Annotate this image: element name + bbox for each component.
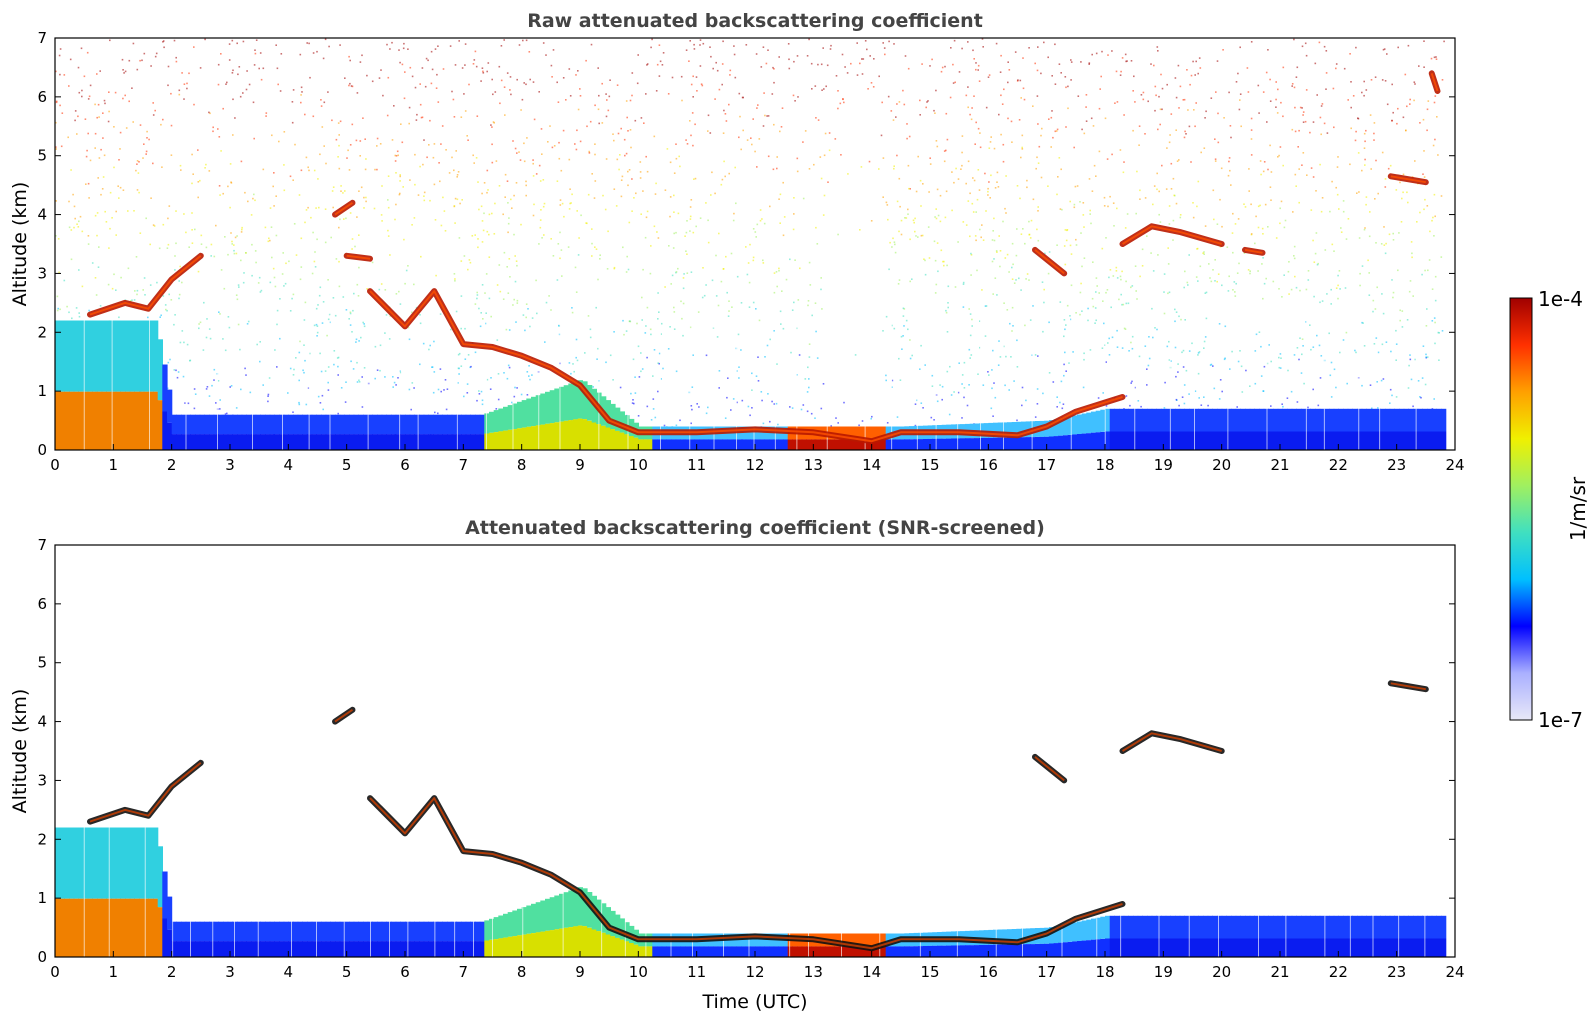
x-tick-label: 16: [979, 963, 998, 981]
x-tick-label: 15: [920, 456, 939, 474]
x-tick-label: 19: [1154, 456, 1173, 474]
panel-raw-title: Raw attenuated backscattering coefficien…: [527, 10, 983, 32]
panel-screened-plot-area: [55, 680, 1447, 957]
panel-raw-frame: [54, 37, 1456, 451]
x-tick-label: 20: [1212, 456, 1231, 474]
x-tick-label: 19: [1154, 963, 1173, 981]
x-tick-label: 11: [687, 963, 706, 981]
y-tick-label: 3: [37, 264, 47, 282]
x-tick-label: 23: [1387, 963, 1406, 981]
x-tick-label: 11: [687, 456, 706, 474]
boundary-layer: [55, 821, 1447, 957]
x-tick-label: 0: [50, 963, 60, 981]
x-tick-label: 7: [459, 963, 469, 981]
y-tick-label: 6: [37, 595, 47, 613]
boundary-layer: [55, 314, 1447, 450]
y-tick-label: 4: [37, 206, 47, 224]
x-tick-label: 17: [1037, 963, 1056, 981]
x-tick-label: 16: [979, 456, 998, 474]
x-tick-label: 24: [1445, 456, 1464, 474]
y-tick-label: 3: [37, 771, 47, 789]
y-tick-label: 6: [37, 88, 47, 106]
y-tick-label: 2: [37, 830, 47, 848]
y-tick-label: 5: [37, 147, 47, 165]
colorbar-unit-label: 1/m/sr: [1566, 476, 1590, 541]
panel-screened-title: Attenuated backscattering coefficient (S…: [465, 517, 1045, 539]
x-tick-label: 0: [50, 456, 60, 474]
colorbar-min-label: 1e-7: [1538, 708, 1583, 732]
colorbar-max-label: 1e-4: [1538, 287, 1583, 311]
x-tick-label: 5: [342, 456, 352, 474]
x-tick-label: 22: [1329, 963, 1348, 981]
x-tick-label: 4: [284, 963, 294, 981]
x-tick-label: 3: [225, 456, 235, 474]
panel-raw-plot-area: [55, 38, 1447, 450]
cloud-layer-1: [87, 759, 204, 825]
y-tick-label: 1: [37, 382, 47, 400]
y-tick-label: 0: [37, 441, 47, 459]
x-axis-label: Time (UTC): [701, 991, 807, 1013]
x-tick-label: 8: [517, 456, 527, 474]
cloud-layer-1: [87, 252, 204, 318]
x-tick-label: 24: [1445, 963, 1464, 981]
x-tick-label: 14: [862, 456, 881, 474]
x-tick-label: 12: [745, 963, 764, 981]
x-tick-label: 7: [459, 456, 469, 474]
x-tick-label: 13: [804, 456, 823, 474]
y-tick-label: 4: [37, 713, 47, 731]
y-tick-label: 7: [37, 536, 47, 554]
x-tick-label: 9: [575, 456, 585, 474]
x-tick-label: 15: [920, 963, 939, 981]
y-tick-label: 1: [37, 889, 47, 907]
x-tick-label: 3: [225, 963, 235, 981]
x-tick-label: 10: [629, 963, 648, 981]
x-tick-label: 18: [1095, 456, 1114, 474]
x-tick-label: 18: [1095, 963, 1114, 981]
x-tick-label: 5: [342, 963, 352, 981]
x-tick-label: 1: [109, 456, 119, 474]
x-tick-label: 13: [804, 963, 823, 981]
y-tick-label: 7: [37, 29, 47, 47]
x-tick-label: 22: [1329, 456, 1348, 474]
x-tick-label: 9: [575, 963, 585, 981]
x-tick-label: 8: [517, 963, 527, 981]
x-tick-label: 21: [1270, 456, 1289, 474]
y-tick-label: 2: [37, 323, 47, 341]
x-tick-label: 14: [862, 963, 881, 981]
x-tick-label: 23: [1387, 456, 1406, 474]
colorbar: 1e-4 1e-7 1/m/sr: [1509, 287, 1590, 732]
panel-raw-y-label: Altitude (km): [9, 182, 31, 307]
x-tick-label: 2: [167, 963, 177, 981]
y-tick-label: 0: [37, 948, 47, 966]
panel-screened-y-label: Altitude (km): [9, 689, 31, 814]
y-tick-label: 5: [37, 654, 47, 672]
x-tick-label: 12: [745, 456, 764, 474]
x-tick-label: 17: [1037, 456, 1056, 474]
x-tick-label: 20: [1212, 963, 1231, 981]
panel-screened-x-axis: 0 1 2 3 4 5 6 7 8 9 10 11 12 13 14 15 16 17 18 19 20 21 22 23 24: [50, 951, 1465, 981]
x-tick-label: 21: [1270, 963, 1289, 981]
x-tick-label: 6: [400, 456, 410, 474]
noise-speckle: [55, 38, 1445, 450]
panel-raw-y-axis: 0 1 2 3 4 5 6 7: [37, 29, 1455, 459]
panel-screened: Attenuated backscattering coefficient (S…: [9, 517, 1465, 1013]
x-tick-label: 10: [629, 456, 648, 474]
panel-raw-x-axis: 0 1 2 3 4 5 6 7 8 9 10 11 12 13 14 15 16 17 18 19 20 21 22 23 24: [50, 444, 1465, 474]
x-tick-label: 4: [284, 456, 294, 474]
panel-raw: Raw attenuated backscattering coefficien…: [9, 10, 1465, 474]
x-tick-label: 6: [400, 963, 410, 981]
x-tick-label: 2: [167, 456, 177, 474]
x-tick-label: 1: [109, 963, 119, 981]
colorbar-bar: [1509, 297, 1533, 721]
panel-screened-y-axis: 0 1 2 3 4 5 6 7: [37, 536, 1455, 966]
panel-screened-frame: [54, 544, 1456, 958]
